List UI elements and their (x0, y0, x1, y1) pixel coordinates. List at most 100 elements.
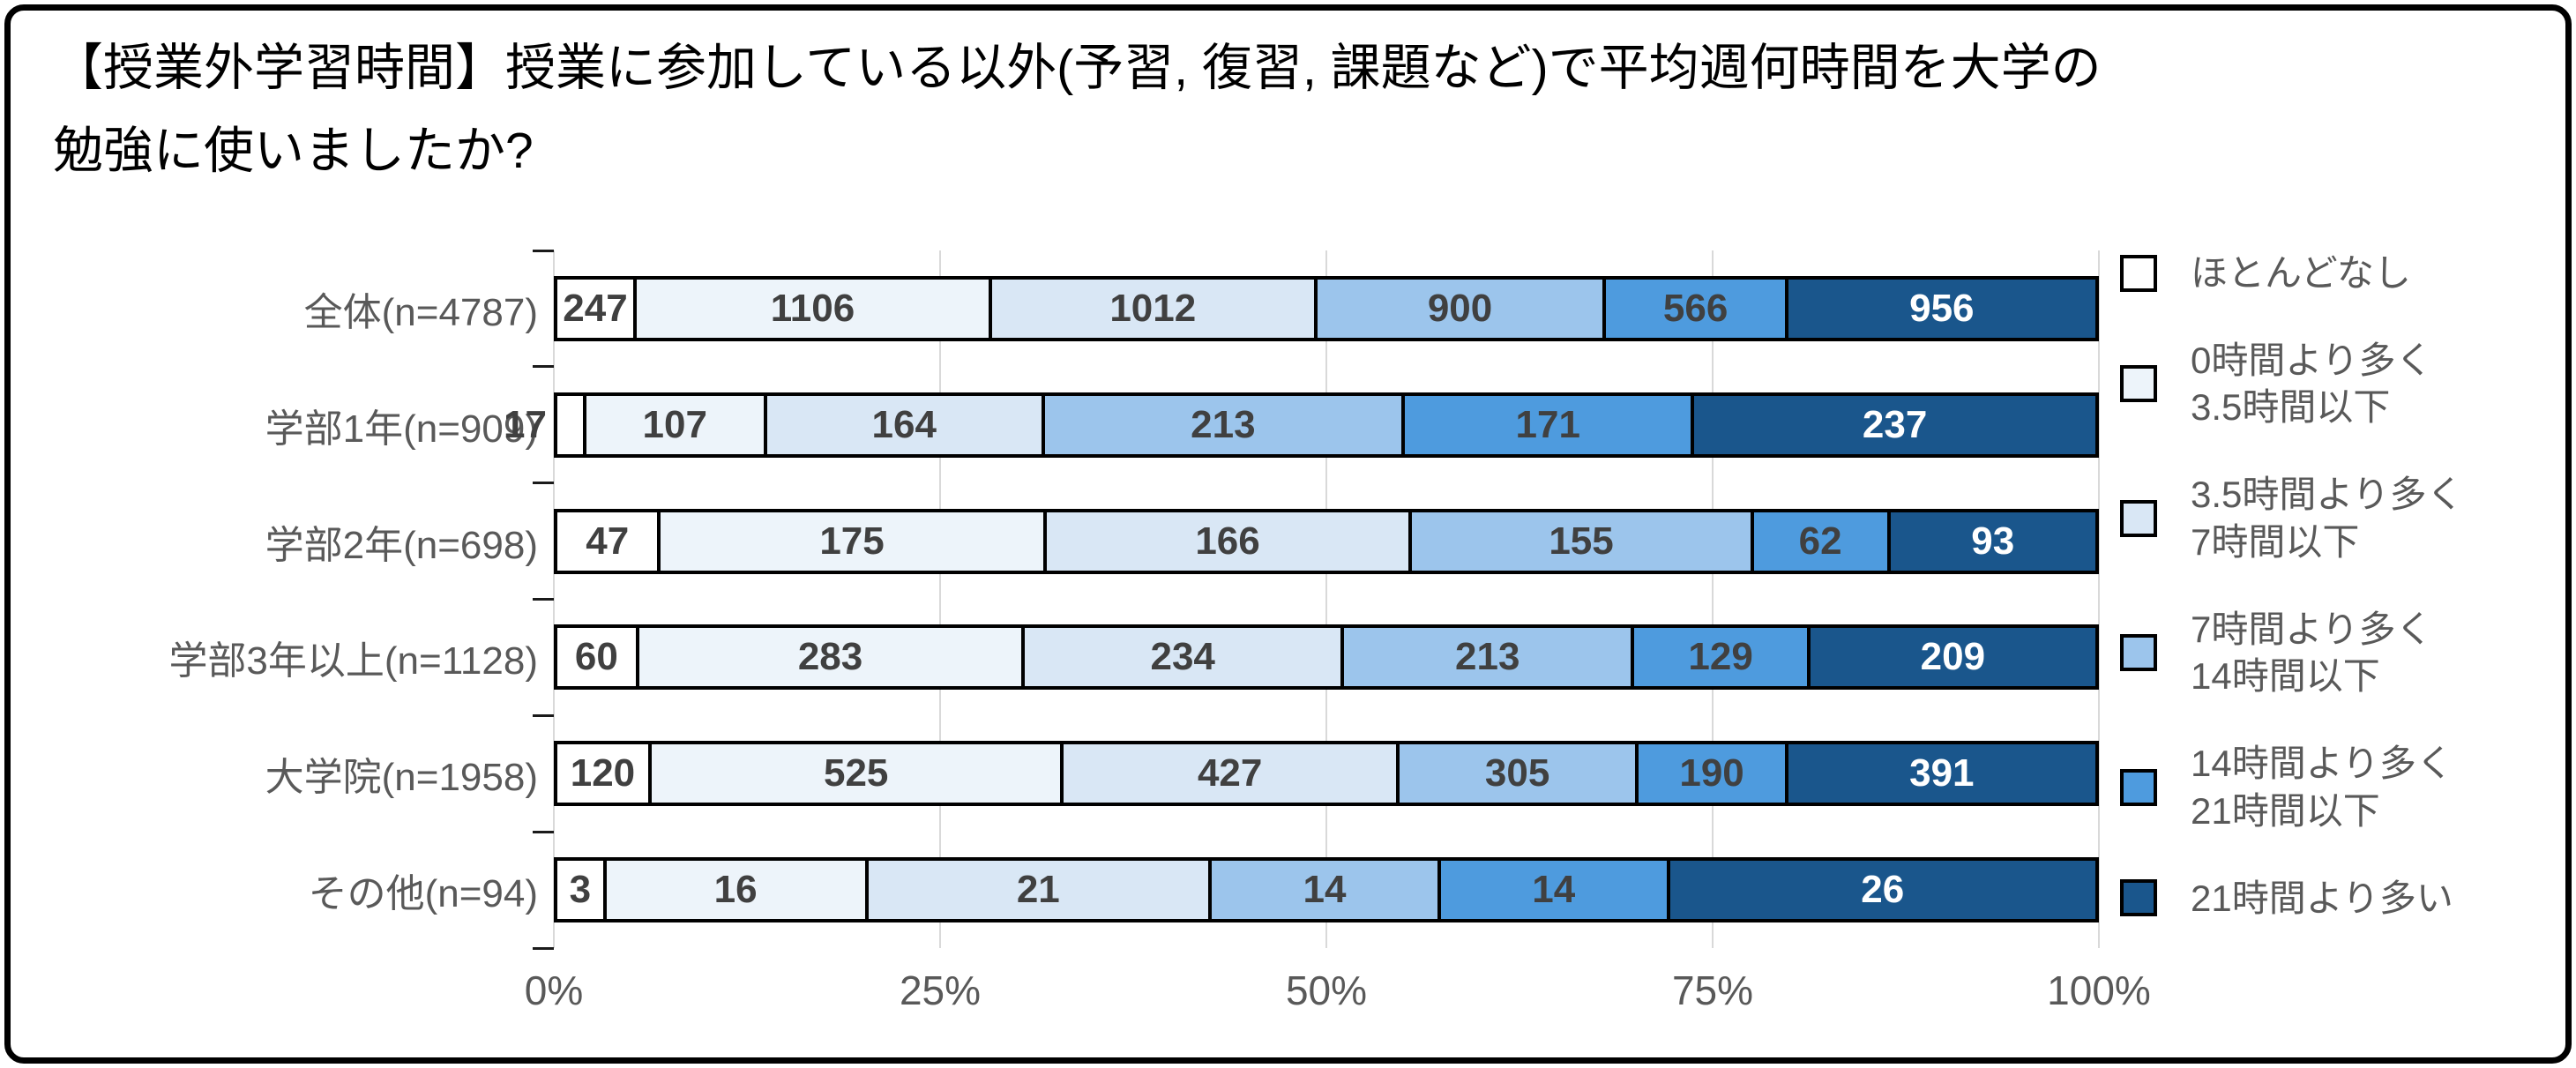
stacked-bar: 120 525 427 305 190 391 (554, 741, 2099, 807)
y-axis-category-labels: 全体(n=4787) 学部1年(n=909) 学部2年(n=698) 学部3年以上(n… (0, 250, 538, 948)
bar-segment: 17 (504, 395, 586, 454)
y-axis-tick (533, 946, 554, 950)
legend-label: 3.5時間より多く 7時間以下 (2191, 474, 2464, 563)
bar-row: 47 175 166 155 62 93 (554, 483, 2099, 600)
legend-item: 3.5時間より多く 7時間以下 (2120, 471, 2565, 565)
bar-segment: 120 (557, 744, 652, 803)
data-label: 129 (1688, 635, 1753, 679)
data-label: 525 (823, 751, 889, 795)
bar-segment: 164 (766, 395, 1045, 454)
gridline (1325, 250, 1327, 948)
data-label: 26 (1861, 868, 1905, 912)
data-label: 237 (1862, 402, 1928, 446)
stacked-bar: 247 1106 1012 900 566 956 (554, 275, 2099, 341)
data-label: 17 (504, 402, 547, 446)
data-label: 171 (1515, 402, 1580, 446)
bar-segment: 14 (1212, 861, 1441, 920)
bar-segment: 16 (606, 861, 869, 920)
bar-segment: 166 (1046, 512, 1413, 571)
stacked-bar: 3 16 21 14 14 26 (554, 857, 2099, 923)
bar-rows: 247 1106 1012 900 566 956 17 107 164 213 171 237 47 1… (504, 250, 2099, 948)
bar-segment: 283 (638, 628, 1026, 687)
data-label: 21 (1016, 868, 1060, 912)
y-axis-tick (533, 365, 554, 369)
stacked-bar: 17 107 164 213 171 237 (504, 392, 2099, 458)
legend-swatch (2120, 499, 2157, 537)
legend: ほとんどなし 0時間より多く 3.5時間以下 3.5時間より多く 7時間以下 7時間より多… (2120, 250, 2565, 922)
legend-label: 0時間より多く 3.5時間以下 (2191, 340, 2433, 429)
category-label: 学部1年(n=909) (265, 407, 538, 451)
bar-segment: 566 (1606, 279, 1788, 338)
bar-segment: 237 (1694, 395, 2095, 454)
data-label: 391 (1909, 751, 1975, 795)
gridline (553, 250, 555, 948)
data-label: 566 (1662, 286, 1729, 330)
plot-area: 247 1106 1012 900 566 956 17 107 164 213 171 237 47 1… (504, 250, 2100, 948)
bar-segment: 93 (1890, 512, 2095, 571)
legend-item: 0時間より多く 3.5時間以下 (2120, 337, 2565, 431)
bar-segment: 391 (1788, 744, 2095, 803)
bar-segment: 62 (1753, 512, 1891, 571)
data-label: 427 (1197, 751, 1263, 795)
legend-item: 7時間より多く 14時間以下 (2120, 606, 2565, 700)
bar-segment: 213 (1044, 395, 1406, 454)
bar-segment: 155 (1412, 512, 1754, 571)
y-axis-tick (533, 713, 554, 717)
category-label: 全体(n=4787) (303, 290, 538, 334)
data-label: 47 (586, 519, 630, 563)
bar-segment: 1106 (636, 279, 992, 338)
data-label: 305 (1484, 751, 1550, 795)
data-label: 247 (563, 286, 628, 330)
legend-swatch (2120, 634, 2157, 672)
bar-segment: 3 (557, 861, 607, 920)
data-label: 190 (1679, 751, 1744, 795)
legend-swatch (2120, 879, 2157, 917)
x-axis-label: 75% (1671, 967, 1754, 1013)
bar-segment: 234 (1025, 628, 1345, 687)
gridline (2098, 250, 2100, 948)
data-label: 60 (574, 635, 618, 679)
data-label: 120 (570, 751, 636, 795)
y-axis-tick (533, 249, 554, 252)
category-label: 学部2年(n=698) (265, 523, 538, 567)
bar-segment: 427 (1064, 744, 1400, 803)
bar-row: 60 283 234 213 129 209 (554, 599, 2099, 715)
legend-item: 14時間より多く 21時間以下 (2120, 740, 2565, 834)
bar-segment: 60 (557, 628, 639, 687)
data-label: 166 (1195, 519, 1260, 563)
bar-segment: 171 (1405, 395, 1695, 454)
data-label: 155 (1549, 519, 1614, 563)
stacked-bar: 60 283 234 213 129 209 (554, 624, 2099, 691)
legend-item: 21時間より多い (2120, 875, 2565, 922)
data-label: 1012 (1109, 286, 1197, 330)
x-axis-label: 25% (899, 967, 982, 1013)
gridline (939, 250, 941, 948)
data-label: 93 (1971, 519, 2015, 563)
data-label: 1106 (770, 286, 855, 330)
y-axis-tick (533, 598, 554, 601)
data-label: 956 (1909, 286, 1975, 330)
legend-swatch (2120, 365, 2157, 403)
category-label: その他(n=94) (308, 872, 538, 916)
bar-row: 247 1106 1012 900 566 956 (554, 250, 2099, 367)
data-label: 234 (1150, 635, 1215, 679)
legend-swatch (2120, 254, 2157, 292)
data-label: 3 (569, 868, 592, 912)
bar-segment: 21 (868, 861, 1213, 920)
bar-segment: 900 (1317, 279, 1607, 338)
legend-label: 21時間より多い (2191, 877, 2453, 919)
data-label: 14 (1532, 868, 1576, 912)
bar-segment: 14 (1440, 861, 1670, 920)
legend-swatch (2120, 768, 2157, 806)
data-label: 209 (1920, 635, 1986, 679)
bar-segment: 107 (586, 395, 767, 454)
y-axis-tick (533, 482, 554, 485)
x-axis-label: 50% (1285, 967, 1368, 1013)
bar-segment: 525 (651, 744, 1064, 803)
bar-segment: 129 (1634, 628, 1811, 687)
data-label: 213 (1455, 635, 1520, 679)
chart-title: 【授業外学習時間】授業に参加している以外(予習, 復習, 課題など)で平均週何時… (53, 26, 2522, 192)
bar-segment: 213 (1344, 628, 1635, 687)
bar-segment: 305 (1399, 744, 1639, 803)
chart-title-line-1: 【授業外学習時間】授業に参加している以外(予習, 復習, 課題など)で平均週何時… (53, 40, 2102, 96)
